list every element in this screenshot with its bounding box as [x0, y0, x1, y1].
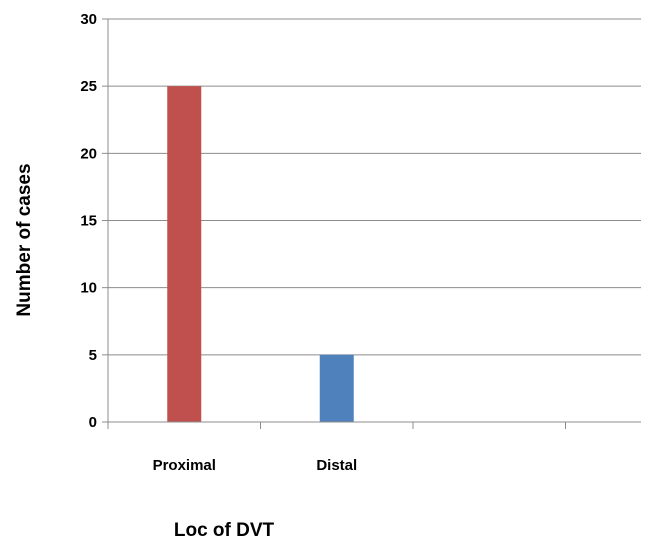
y-tick-label-0: 0	[89, 414, 97, 431]
y-tick-labels: 0 5 10 15 20 25 30	[80, 11, 97, 431]
x-tick-labels: Proximal Distal	[153, 457, 358, 474]
bar-proximal	[167, 86, 202, 423]
y-tick-label-1: 5	[89, 347, 97, 364]
y-tick-label-5: 25	[80, 78, 97, 95]
y-tick-label-4: 20	[80, 145, 97, 162]
y-tick-label-3: 15	[80, 213, 97, 230]
bar-distal	[319, 354, 354, 422]
y-axis-title: Number of cases	[14, 163, 35, 316]
y-tick-label-2: 10	[80, 280, 97, 297]
x-tick-label-distal: Distal	[316, 457, 357, 474]
y-tick-label-6: 30	[80, 11, 97, 28]
x-tick-label-proximal: Proximal	[153, 457, 216, 474]
axes	[102, 18, 641, 429]
bars	[167, 86, 354, 423]
x-axis-title: Loc of DVT	[174, 520, 275, 541]
